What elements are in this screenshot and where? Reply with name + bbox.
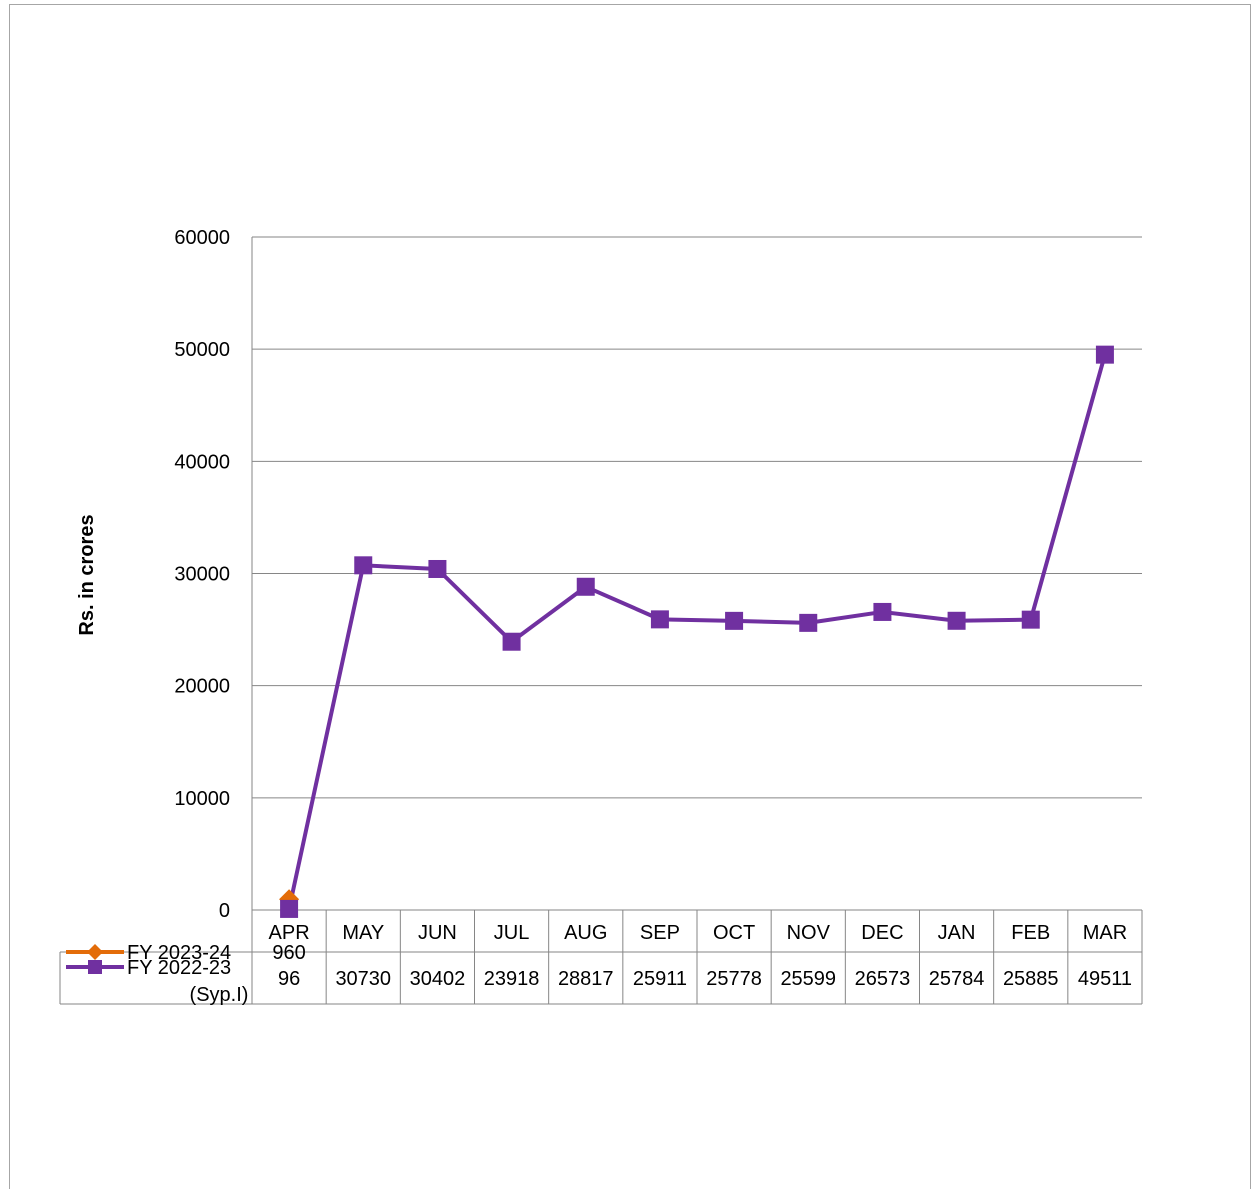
data-table: APR MAY JUN JUL AUG SEP OCT NOV DEC JAN FEB MAR FY 2…: [59, 909, 1143, 1006]
y-tick-label: 20000: [174, 676, 230, 698]
data-point-square: [354, 556, 373, 575]
y-tick-label: 10000: [174, 788, 230, 810]
table-value: 25885: [1003, 968, 1059, 990]
legend-marker-diamond: [87, 944, 103, 960]
x-tick-label: JUL: [494, 922, 530, 944]
legend-marker-square: [88, 960, 102, 974]
x-tick-label: OCT: [713, 922, 755, 944]
table-value: 25778: [706, 968, 762, 990]
x-tick-label: JUN: [418, 922, 457, 944]
legend-label: (Syp.I): [190, 984, 249, 1006]
data-point-square: [1095, 345, 1114, 364]
x-tick-label: APR: [269, 922, 310, 944]
legend-label: FY 2022-23: [127, 957, 231, 979]
data-point-square: [280, 899, 299, 918]
data-point-square: [873, 602, 892, 621]
x-tick-label: DEC: [861, 922, 903, 944]
table-value: 49511: [1078, 968, 1132, 990]
x-tick-label: AUG: [564, 922, 607, 944]
table-value: 30730: [335, 968, 391, 990]
y-tick-label: 60000: [174, 227, 230, 249]
table-value: 28817: [558, 968, 614, 990]
y-tick-label: 0: [219, 900, 230, 922]
data-point-square: [576, 577, 595, 596]
data-point-square: [799, 613, 818, 632]
x-tick-label: JAN: [938, 922, 976, 944]
gridlines: [251, 236, 1142, 910]
y-axis-ticks: 0 10000 20000 30000 40000 50000 60000: [174, 227, 230, 922]
data-point-square: [650, 610, 669, 629]
series-line: [287, 354, 1107, 910]
y-tick-label: 30000: [174, 564, 230, 586]
data-point-square: [428, 559, 447, 578]
table-value: 26573: [855, 968, 911, 990]
y-tick-label: 50000: [174, 339, 230, 361]
series-lines: [287, 354, 1107, 910]
series-markers: [279, 345, 1114, 918]
y-axis-label: Rs. in crores: [76, 514, 98, 635]
chart-frame: [9, 4, 1251, 1189]
table-value: 25599: [780, 968, 836, 990]
x-tick-label: MAY: [342, 922, 384, 944]
x-tick-label: MAR: [1083, 922, 1127, 944]
legend-label: FY 2023-24: [127, 942, 231, 964]
data-point-square: [502, 632, 521, 651]
table-value: 25784: [929, 968, 985, 990]
table-value: 23918: [484, 968, 540, 990]
table-value: 960: [272, 942, 305, 964]
data-point-square: [1021, 610, 1040, 629]
table-value: 96: [278, 968, 300, 990]
y-tick-label: 40000: [174, 451, 230, 473]
table-value: 25911: [633, 968, 687, 990]
data-point-square: [947, 611, 966, 630]
table-value: 30402: [410, 968, 466, 990]
x-tick-label: FEB: [1011, 922, 1050, 944]
data-point-square: [725, 611, 744, 630]
x-tick-label: SEP: [640, 922, 680, 944]
x-tick-label: NOV: [787, 922, 831, 944]
